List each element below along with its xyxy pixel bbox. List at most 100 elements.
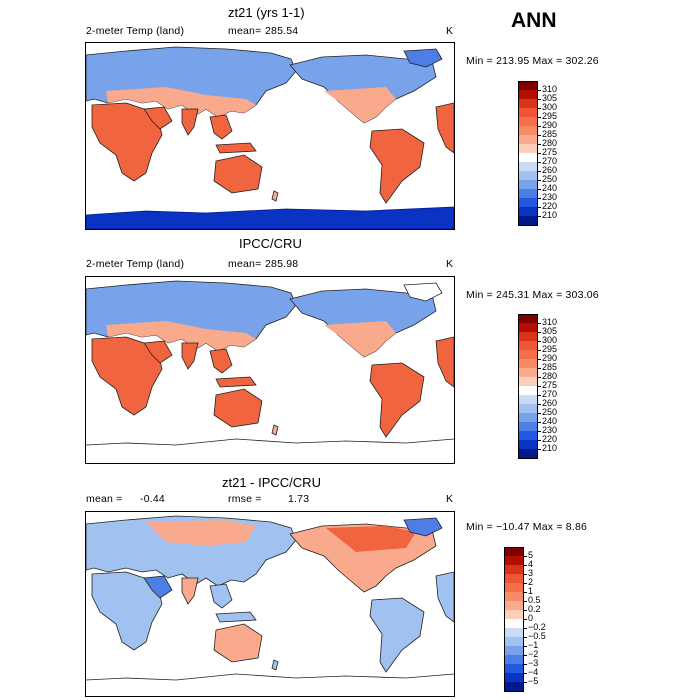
colorbar-tick [538, 198, 541, 199]
panel-1-colorbar: 310 305 300 295 290 285 280 275 270 260 250 240 230 2… [518, 81, 578, 226]
season-label: ANN [511, 9, 557, 32]
colorbar-label: 210 [542, 210, 558, 220]
colorbar-label: 260 [542, 165, 558, 175]
colorbar-label: 305 [542, 326, 558, 336]
panel-3-colorbar: 5 4 3 2 1 0.5 0.2 0 −0.2 −0.5 −1 −2 −3 −4 −5 [504, 547, 564, 692]
panel-3-units: K [446, 493, 454, 505]
colorbar-tick [538, 404, 541, 405]
colorbar-cell [518, 189, 538, 199]
colorbar-label: 240 [542, 416, 558, 426]
panel-2-mean-value: 285.98 [265, 258, 299, 270]
colorbar-cell [518, 162, 538, 172]
colorbar-label: 285 [542, 362, 558, 372]
panel-1-minmax: Min = 213.95 Max = 302.26 [466, 55, 599, 67]
land-shape [403, 517, 443, 537]
colorbar-label: 250 [542, 407, 558, 417]
colorbar-tick [538, 377, 541, 378]
colorbar-cell [518, 332, 538, 342]
colorbar-cell [504, 646, 524, 656]
colorbar-label: −0.5 [528, 631, 546, 641]
panel-2-variable-label: 2-meter Temp (land) [86, 258, 185, 270]
panel-2-colorbar: 310 305 300 295 290 285 280 275 270 260 250 240 230 2… [518, 314, 578, 459]
land-shape [271, 424, 279, 436]
colorbar-tick [524, 655, 527, 656]
panel-2-units: K [446, 258, 454, 270]
colorbar-cell [504, 628, 524, 638]
colorbar-cell [518, 431, 538, 441]
colorbar-label: 5 [528, 550, 534, 560]
colorbar-cell [504, 601, 524, 611]
colorbar-cell [504, 556, 524, 566]
colorbar-tick [524, 682, 527, 683]
colorbar-label: 270 [542, 156, 558, 166]
colorbar-cell [518, 135, 538, 145]
colorbar-cell [518, 449, 538, 459]
land-shape [403, 282, 443, 302]
colorbar-tick [538, 413, 541, 414]
land-shape [106, 321, 256, 351]
colorbar-tick [538, 323, 541, 324]
land-shape [369, 362, 425, 438]
colorbar-cell [518, 144, 538, 154]
colorbar-label: 275 [542, 380, 558, 390]
panel-1-variable-label: 2-meter Temp (land) [86, 25, 185, 37]
panel-1-map [85, 42, 455, 230]
panel-1-mean-label: mean= [228, 25, 262, 37]
colorbar-tick [524, 574, 527, 575]
colorbar-label: 240 [542, 183, 558, 193]
colorbar-cell [504, 610, 524, 620]
colorbar-label: 310 [542, 84, 558, 94]
colorbar-cell [518, 81, 538, 91]
colorbar-tick [524, 646, 527, 647]
colorbar-tick [538, 171, 541, 172]
colorbar-label: 285 [542, 129, 558, 139]
colorbar-cell [518, 171, 538, 181]
land-shape [215, 611, 257, 623]
land-shape [86, 673, 454, 681]
colorbar-label: 260 [542, 398, 558, 408]
land-shape [435, 336, 454, 388]
colorbar-tick [538, 386, 541, 387]
land-shape [435, 571, 454, 623]
colorbar-tick [524, 619, 527, 620]
colorbar-cell [518, 126, 538, 136]
colorbar-label: 230 [542, 425, 558, 435]
panel-1-units: K [446, 25, 454, 37]
land-shape [369, 128, 425, 204]
land-shape [209, 583, 233, 609]
colorbar-cell [518, 117, 538, 127]
colorbar-label: 300 [542, 335, 558, 345]
colorbar-label: −0.2 [528, 622, 546, 632]
colorbar-cell [504, 682, 524, 692]
colorbar-cell [518, 341, 538, 351]
colorbar-cell [504, 565, 524, 575]
colorbar-tick [538, 162, 541, 163]
land-shape [271, 190, 279, 202]
colorbar-cell [504, 664, 524, 674]
colorbar-cell [518, 99, 538, 109]
colorbar-tick [538, 207, 541, 208]
colorbar-cell [518, 207, 538, 217]
land-shape [271, 659, 279, 671]
colorbar-tick [538, 117, 541, 118]
land-shape [326, 526, 416, 552]
land-shape [143, 575, 173, 599]
colorbar-tick [538, 440, 541, 441]
land-shape [86, 206, 454, 229]
colorbar-cell [518, 198, 538, 208]
colorbar-tick [524, 637, 527, 638]
panel-2-minmax: Min = 245.31 Max = 303.06 [466, 289, 599, 301]
colorbar-label: 4 [528, 559, 534, 569]
land-shape [369, 597, 425, 673]
colorbar-cell [518, 90, 538, 100]
colorbar-tick [538, 90, 541, 91]
colorbar-cell [504, 574, 524, 584]
colorbar-label: 280 [542, 371, 558, 381]
colorbar-tick [524, 583, 527, 584]
colorbar-cell [518, 440, 538, 450]
colorbar-label: 0.2 [528, 604, 541, 614]
colorbar-label: 3 [528, 568, 534, 578]
colorbar-label: 295 [542, 111, 558, 121]
land-shape [209, 348, 233, 374]
colorbar-cell [504, 637, 524, 647]
